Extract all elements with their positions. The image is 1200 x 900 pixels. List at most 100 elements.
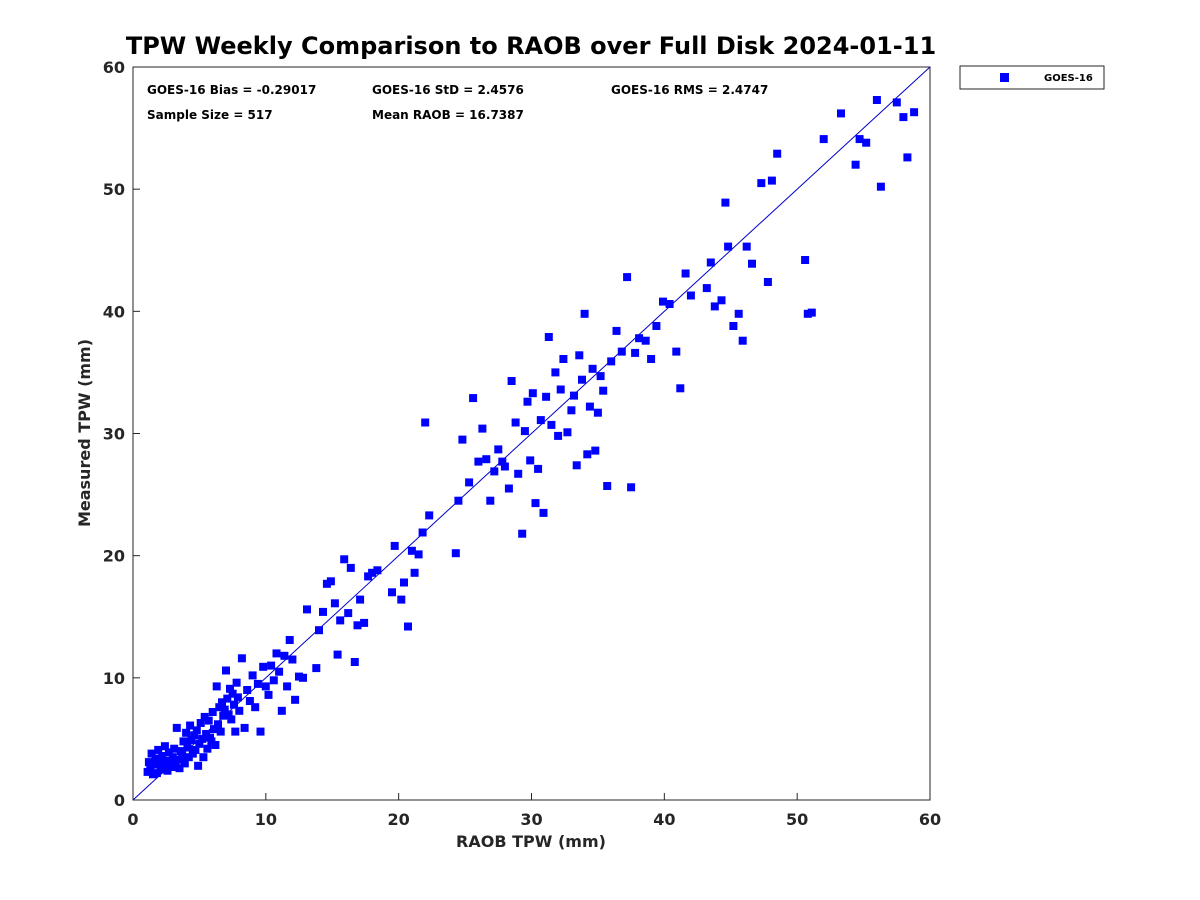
data-point	[176, 747, 185, 756]
data-point	[807, 308, 816, 317]
data-point	[507, 377, 516, 385]
data-point	[259, 662, 268, 671]
x-tick-label: 50	[786, 810, 808, 829]
data-point	[641, 336, 650, 345]
data-point	[767, 176, 776, 185]
data-point	[211, 741, 220, 749]
data-point	[410, 568, 419, 577]
mean-raob-stat: Mean RAOB = 16.7387	[372, 108, 524, 122]
data-point	[591, 446, 600, 455]
data-point	[333, 650, 342, 659]
data-point	[180, 759, 189, 768]
data-point	[303, 605, 311, 614]
data-point	[551, 368, 560, 377]
rms-stat: GOES-16 RMS = 2.4747	[611, 83, 768, 97]
data-point	[231, 727, 240, 736]
data-point	[216, 727, 225, 736]
data-point	[855, 135, 864, 144]
data-point	[627, 483, 636, 492]
data-point	[312, 664, 321, 673]
data-point	[482, 455, 491, 464]
data-point	[232, 678, 241, 687]
data-point	[326, 577, 335, 586]
data-point	[226, 684, 234, 693]
data-point	[288, 655, 297, 664]
data-point	[665, 300, 674, 308]
plot-area: 0 10 20 30 40 50 60 0 10 20 30 40 50 60 GOES-16 Bias …	[103, 58, 941, 829]
data-point	[578, 375, 586, 384]
data-point	[237, 654, 246, 663]
data-point	[724, 242, 733, 251]
data-point	[192, 726, 201, 735]
data-point	[631, 348, 640, 357]
data-point	[210, 725, 218, 734]
data-point	[773, 149, 782, 158]
data-point	[235, 706, 244, 715]
data-point	[360, 618, 369, 627]
data-point	[243, 686, 252, 694]
data-point	[518, 529, 527, 538]
data-point	[204, 716, 213, 725]
y-tick-label: 40	[103, 302, 125, 321]
data-point	[228, 689, 237, 698]
data-point	[676, 384, 685, 393]
x-tick-label: 20	[388, 810, 410, 829]
data-point	[168, 753, 177, 762]
data-point	[170, 744, 179, 753]
data-point	[269, 676, 278, 685]
data-point	[559, 355, 568, 363]
data-point	[570, 391, 578, 400]
data-point	[182, 728, 191, 737]
data-point	[465, 478, 474, 487]
data-point	[319, 607, 327, 616]
data-point	[388, 588, 396, 597]
y-tick-label: 60	[103, 58, 125, 77]
data-point	[272, 649, 281, 658]
data-point	[172, 723, 181, 732]
x-axis-title: RAOB TPW (mm)	[456, 832, 606, 851]
data-point	[186, 721, 195, 730]
data-point	[876, 182, 885, 191]
one-to-one-line	[132, 66, 931, 801]
data-point	[212, 682, 221, 691]
data-point	[734, 309, 743, 318]
data-point	[702, 284, 711, 293]
data-point	[373, 566, 382, 575]
data-point	[742, 242, 751, 251]
data-point	[256, 727, 265, 736]
x-tick-label: 0	[127, 810, 138, 829]
data-point	[283, 682, 292, 691]
data-point	[218, 698, 226, 707]
legend-box	[959, 65, 1105, 90]
data-point	[315, 626, 323, 635]
data-point	[421, 418, 430, 427]
data-point	[717, 296, 726, 305]
data-point	[199, 753, 208, 762]
data-point	[251, 703, 260, 712]
data-point	[280, 651, 289, 660]
data-point	[214, 720, 222, 729]
one-to-one-line-layer	[132, 66, 931, 801]
data-point	[344, 609, 353, 618]
data-point	[198, 734, 207, 743]
data-point	[275, 667, 284, 676]
y-tick-label: 30	[103, 425, 125, 444]
sample-size-stat: Sample Size = 517	[147, 108, 273, 122]
data-point	[356, 595, 365, 604]
axis-ticks: 0 10 20 30 40 50 60 0 10 20 30 40 50 60	[103, 58, 941, 829]
data-point	[245, 697, 254, 705]
data-point	[710, 302, 719, 311]
data-point	[504, 484, 513, 493]
data-point	[531, 499, 540, 508]
data-point	[346, 563, 355, 572]
data-point	[851, 160, 860, 169]
data-point	[190, 731, 199, 740]
data-point	[469, 394, 478, 403]
data-point	[407, 546, 416, 555]
data-point	[160, 742, 169, 751]
data-point	[563, 428, 572, 437]
data-point	[672, 347, 681, 356]
data-point	[686, 291, 695, 300]
x-tick-label: 40	[653, 810, 675, 829]
